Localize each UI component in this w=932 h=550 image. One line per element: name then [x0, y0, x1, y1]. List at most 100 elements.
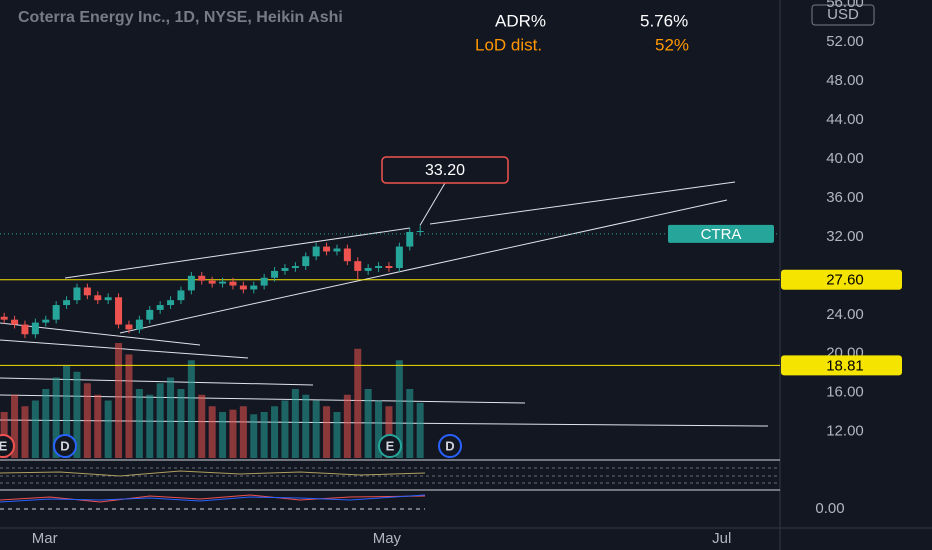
volume-bar — [115, 343, 123, 458]
candle-body — [63, 300, 71, 306]
candle-body — [31, 322, 39, 335]
candle-body — [291, 266, 299, 269]
event-label[interactable]: D — [60, 438, 69, 453]
ticker-label: CTRA — [701, 226, 742, 243]
event-label[interactable]: D — [445, 438, 454, 453]
candle-body — [395, 246, 403, 269]
candle-body — [42, 319, 50, 323]
candle-body — [198, 275, 206, 281]
candle-body — [333, 248, 341, 252]
volume-bar — [83, 383, 91, 458]
stat-name: ADR% — [495, 11, 546, 30]
candle-body — [208, 280, 216, 284]
candle-body — [115, 297, 123, 325]
volume-bar — [385, 406, 393, 458]
volume-bar — [156, 383, 164, 458]
event-marker[interactable] — [378, 434, 402, 458]
candle-body — [219, 281, 227, 284]
candle-body — [260, 277, 268, 286]
event-marker[interactable] — [53, 434, 77, 458]
candle-body — [416, 230, 424, 232]
callout-label: 33.20 — [425, 162, 465, 179]
candle-body — [94, 295, 102, 301]
indicator-line — [0, 470, 426, 477]
volume-bar — [177, 389, 185, 458]
candle-body — [21, 324, 29, 335]
volume-bar — [312, 400, 320, 458]
volume-bar — [198, 394, 206, 458]
x-tick-label: Jul — [712, 530, 731, 547]
volume-bar — [73, 371, 81, 458]
candle-body — [135, 319, 143, 330]
y-tick-label: 12.00 — [826, 423, 864, 440]
candle-body — [302, 256, 310, 267]
trendlines — [0, 181, 769, 427]
candle-body — [281, 268, 289, 271]
indicator-line — [0, 494, 426, 503]
event-label[interactable]: E — [0, 438, 8, 453]
candle-body — [83, 287, 91, 296]
y-tick-label: 48.00 — [826, 72, 864, 89]
candle-body — [385, 266, 393, 269]
stat-value: 5.76% — [640, 11, 688, 30]
candle-body — [343, 248, 351, 262]
indicator-line — [0, 494, 426, 503]
candle-body — [156, 305, 164, 310]
candle-body — [11, 319, 19, 325]
volume-bar — [146, 394, 154, 458]
candle-body — [0, 316, 8, 320]
y-tick-label: 36.00 — [826, 189, 864, 206]
candle-body — [271, 270, 279, 278]
volume-bar — [94, 394, 102, 458]
volume-bar — [135, 389, 143, 458]
volume-bar — [42, 389, 50, 458]
volume-bar — [343, 394, 351, 458]
candle-body — [146, 309, 154, 320]
volume-bar — [104, 400, 112, 458]
candle-body — [167, 300, 175, 306]
volume-bar — [31, 400, 39, 458]
event-marker[interactable] — [438, 434, 462, 458]
level-label: 27.60 — [826, 272, 864, 289]
volume-bar — [416, 402, 424, 458]
chart-title: Coterra Energy Inc., 1D, NYSE, Heikin As… — [18, 9, 343, 26]
volume-bar — [406, 389, 414, 458]
volume-bar — [52, 377, 60, 458]
level-tag — [781, 355, 902, 376]
volume-bar — [11, 394, 19, 458]
volume-bar — [125, 354, 133, 458]
volume-bar — [219, 412, 227, 458]
volume-bar — [187, 360, 195, 458]
event-label[interactable]: E — [386, 438, 395, 453]
y-tick-label: 52.00 — [826, 33, 864, 50]
y-tick-label: 24.00 — [826, 306, 864, 323]
volume-bar — [229, 409, 237, 458]
volume-bar — [375, 400, 383, 458]
volume-bar — [333, 412, 341, 458]
candle-body — [323, 246, 331, 252]
currency-label[interactable]: USD — [827, 6, 859, 23]
volume-bar — [167, 377, 175, 458]
ticker-tag — [668, 224, 774, 243]
candle-body — [239, 285, 247, 290]
y-tick-label: 32.00 — [826, 228, 864, 245]
y-tick-label: 16.00 — [826, 384, 864, 401]
stat-value: 52% — [655, 35, 689, 54]
callout-line — [419, 182, 446, 226]
currency-box[interactable] — [811, 4, 875, 26]
volume-bar — [354, 348, 362, 458]
indicator-pane — [0, 467, 780, 484]
candle-body — [229, 281, 237, 286]
candle-body — [187, 275, 195, 291]
candle-body — [364, 268, 372, 271]
candle-body — [52, 305, 60, 320]
x-tick-label: Mar — [32, 530, 58, 547]
candle-body — [354, 261, 362, 271]
candle-body — [375, 266, 383, 269]
y-tick-label: 44.00 — [826, 111, 864, 128]
stat-name: LoD dist. — [475, 35, 542, 54]
volume-bar — [364, 389, 372, 458]
event-marker[interactable] — [0, 434, 15, 458]
